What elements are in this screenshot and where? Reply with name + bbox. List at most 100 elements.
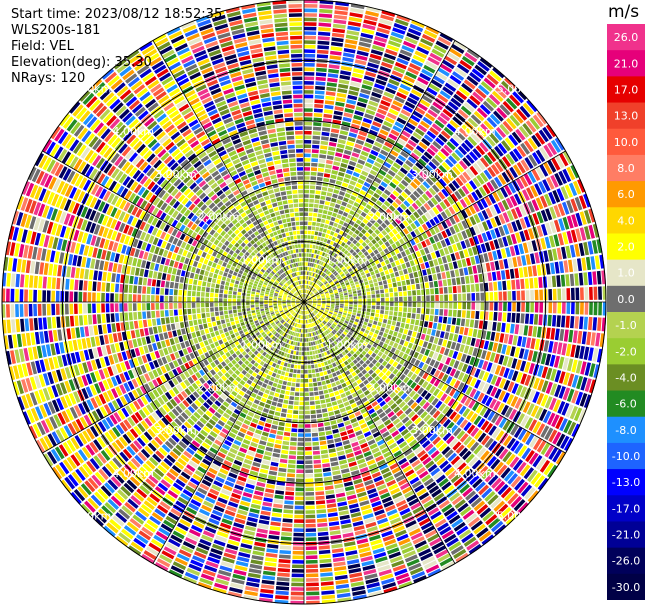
range-gate <box>305 306 307 310</box>
range-gate <box>375 479 385 487</box>
range-gate <box>193 350 200 358</box>
range-gate <box>375 309 380 314</box>
range-gate <box>210 463 220 471</box>
range-gate <box>205 422 214 430</box>
range-gate <box>292 305 296 308</box>
range-gate <box>339 305 344 308</box>
range-gate <box>379 573 394 581</box>
range-gate <box>286 318 290 323</box>
range-gate <box>378 389 386 396</box>
range-gate <box>518 348 525 359</box>
range-gate <box>108 262 114 272</box>
range-gate <box>377 321 382 327</box>
range-gate <box>219 493 230 500</box>
range-gate <box>426 417 435 426</box>
range-gate <box>166 454 176 464</box>
range-gate <box>256 352 262 358</box>
range-gate <box>297 365 301 369</box>
range-gate <box>363 321 368 326</box>
range-gate <box>107 498 120 510</box>
range-gate <box>553 355 560 368</box>
range-gate <box>507 381 515 393</box>
range-gate <box>276 577 290 582</box>
range-gate <box>91 474 102 487</box>
range-gate <box>394 568 408 577</box>
range-gate <box>189 394 197 402</box>
range-gate <box>408 528 421 537</box>
range-gate <box>75 468 86 481</box>
range-gate <box>223 294 228 298</box>
range-gate <box>349 344 354 349</box>
range-gate <box>314 391 319 396</box>
range-gate <box>166 472 177 481</box>
range-gate <box>255 486 265 492</box>
range-gate <box>188 360 195 368</box>
range-gate <box>354 450 363 456</box>
range-gate <box>189 272 195 279</box>
range-gate <box>224 358 231 365</box>
range-gate <box>178 296 182 302</box>
range-gate <box>534 302 539 313</box>
range-gate <box>276 402 283 408</box>
range-gate <box>236 394 243 400</box>
range-gate <box>368 408 375 415</box>
range-gate <box>48 330 54 343</box>
range-gate <box>271 512 282 518</box>
range-gate <box>328 311 333 315</box>
range-gate <box>172 368 179 377</box>
range-gate <box>368 492 379 499</box>
range-gate <box>121 407 130 418</box>
range-gate <box>167 424 176 433</box>
range-gate <box>110 313 115 323</box>
range-gate <box>298 351 302 356</box>
range-gate <box>283 504 294 510</box>
range-gate <box>300 383 304 388</box>
range-gate <box>304 306 306 310</box>
range-gate <box>275 439 282 445</box>
range-gate <box>193 520 205 529</box>
range-gate <box>488 517 501 529</box>
range-gate <box>277 315 282 319</box>
range-gate <box>297 319 300 323</box>
range-gate <box>443 348 450 356</box>
range-gate <box>335 442 343 447</box>
range-gate <box>83 349 90 361</box>
range-gate <box>74 451 85 464</box>
range-gate <box>352 365 358 371</box>
range-gate <box>313 311 317 314</box>
range-gate <box>312 378 317 382</box>
range-gate <box>261 431 269 437</box>
range-gate <box>159 406 167 416</box>
range-gate <box>454 499 466 509</box>
range-gate <box>66 439 76 452</box>
range-gate <box>61 410 70 423</box>
range-gate <box>349 329 355 334</box>
range-gate <box>231 275 237 280</box>
range-gate <box>133 285 138 294</box>
range-gate <box>119 395 128 406</box>
range-gate <box>102 271 107 282</box>
range-gate <box>314 364 318 369</box>
range-gate <box>165 281 170 288</box>
range-gate <box>114 293 119 302</box>
range-gate <box>153 326 158 334</box>
range-gate <box>201 334 207 341</box>
range-gate <box>330 358 335 363</box>
range-gate <box>453 302 457 309</box>
range-gate <box>457 382 465 391</box>
range-gate <box>211 384 218 391</box>
range-gate <box>234 517 246 525</box>
range-gate <box>231 412 239 419</box>
range-gate <box>336 355 341 360</box>
range-gate <box>347 352 352 358</box>
range-gate <box>402 312 407 318</box>
range-gate <box>381 392 389 400</box>
range-gate <box>293 317 296 322</box>
range-gate <box>333 566 347 572</box>
range-gate <box>312 446 320 451</box>
range-gate <box>194 273 199 280</box>
range-gate <box>497 464 508 476</box>
range-gate <box>405 520 417 528</box>
range-gate <box>275 338 280 343</box>
range-gate <box>222 251 228 257</box>
